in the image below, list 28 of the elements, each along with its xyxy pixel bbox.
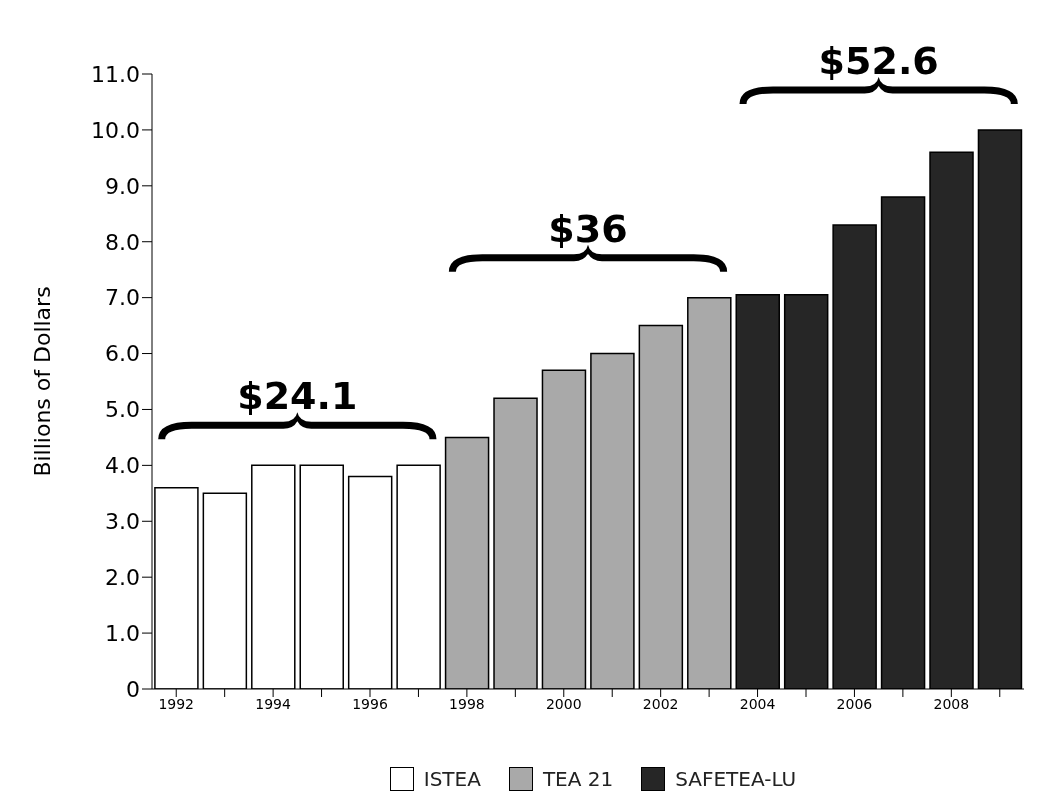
x-tick-label: 2008	[933, 695, 970, 712]
x-tick-label: 2006	[836, 695, 873, 712]
y-tick-label: 3.0	[105, 509, 140, 535]
y-tick-label: 0	[126, 676, 140, 702]
y-tick-label: 8.0	[105, 229, 140, 255]
x-tick-label: 2002	[642, 695, 679, 712]
y-tick-label: 11.0	[91, 61, 140, 87]
x-tick-label: 1992	[158, 695, 195, 712]
x-tick-label: 2004	[739, 695, 776, 712]
y-tick-label: 9.0	[105, 173, 140, 199]
legend-label: SAFETEA-LU	[675, 767, 797, 791]
annotation: $24.1	[237, 374, 358, 419]
legend-label: ISTEA	[423, 767, 481, 791]
legend-label: TEA 21	[542, 767, 614, 791]
y-tick-label: 2.0	[105, 564, 140, 590]
x-tick-label: 1998	[449, 695, 485, 712]
y-tick-label: 6.0	[105, 341, 140, 367]
x-tick-label: 1996	[352, 695, 388, 712]
y-tick-label: 1.0	[105, 620, 140, 646]
x-tick-label: 2000	[545, 695, 582, 712]
y-tick-label: 5.0	[105, 397, 140, 423]
y-tick-label: 4.0	[105, 453, 140, 479]
annotation: $36	[548, 206, 628, 251]
y-axis-title: Billions of Dollars	[29, 286, 55, 477]
annotation: $52.6	[818, 38, 939, 83]
y-tick-label: 10.0	[91, 117, 140, 143]
y-tick-label: 7.0	[105, 285, 140, 311]
x-tick-label: 1994	[255, 695, 292, 712]
